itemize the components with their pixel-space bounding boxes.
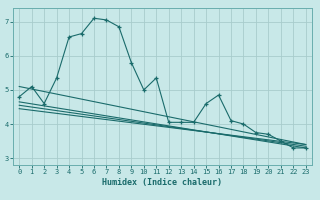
X-axis label: Humidex (Indice chaleur): Humidex (Indice chaleur) [102,178,222,187]
